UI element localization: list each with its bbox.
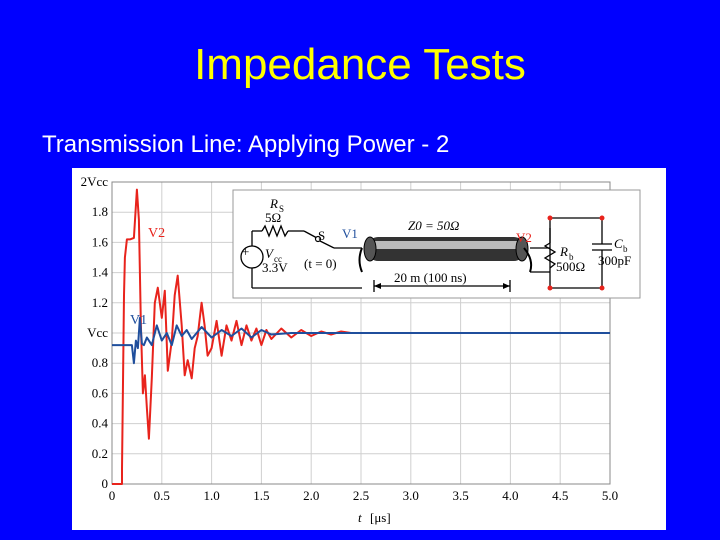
rs-symbol: R bbox=[269, 196, 278, 211]
node-v2-bottom bbox=[547, 285, 553, 291]
slide-title: Impedance Tests bbox=[194, 40, 526, 89]
x-axis-label: t bbox=[358, 510, 362, 525]
rs-value: 5Ω bbox=[265, 210, 281, 225]
x-tick-label: 1.5 bbox=[253, 488, 269, 503]
x-tick-label: 4.5 bbox=[552, 488, 568, 503]
vcc-source bbox=[240, 245, 264, 269]
slide-subtitle: Transmission Line: Applying Power - 2 bbox=[42, 131, 450, 158]
impedance-chart: 0 0.5 1.0 1.5 2.0 2.5 3.0 3.5 4.0 4.5 5.0 0 0.2 0.4 0.… bbox=[72, 168, 666, 530]
chart-series bbox=[112, 188, 610, 485]
node-cb-top bbox=[599, 215, 605, 221]
x-tick-label: 0.5 bbox=[154, 488, 170, 503]
length-label: 20 m (100 ns) bbox=[394, 270, 467, 285]
x-tick-label: 2.5 bbox=[353, 488, 369, 503]
x-tick-label: 3.5 bbox=[452, 488, 468, 503]
cb-subscript: b bbox=[623, 244, 628, 254]
y-tick-label: 1.4 bbox=[92, 265, 109, 280]
y-tick-label: 0 bbox=[102, 476, 109, 491]
x-tick-label: 2.0 bbox=[303, 488, 319, 503]
plus-sign: + bbox=[242, 244, 249, 259]
dimension-arrows bbox=[374, 283, 510, 289]
vcc-subscript: cc bbox=[274, 254, 282, 264]
y-tick-label: Vcc bbox=[87, 325, 108, 340]
x-tick-label: 1.0 bbox=[203, 488, 219, 503]
rb-value: 500Ω bbox=[556, 259, 585, 274]
y-tick-label: 1.6 bbox=[92, 234, 109, 249]
series-label-v1: V1 bbox=[130, 313, 147, 328]
node-cb-bottom bbox=[599, 285, 605, 291]
rb-subscript: b bbox=[569, 252, 574, 262]
series-label-v2: V2 bbox=[148, 226, 165, 241]
v2-label: V2 bbox=[516, 230, 532, 245]
cb-value: 300pF bbox=[598, 253, 631, 268]
rs-subscript: S bbox=[279, 204, 284, 214]
y-tick-label: 0.6 bbox=[92, 385, 109, 400]
y-tick-label: 0.2 bbox=[92, 446, 108, 461]
chart-labels: V2 V1 t [μs] bbox=[130, 226, 391, 525]
v1-label: V1 bbox=[342, 226, 358, 241]
x-tick-label: 3.0 bbox=[403, 488, 419, 503]
chart-container: 0 0.5 1.0 1.5 2.0 2.5 3.0 3.5 4.0 4.5 5.0 0 0.2 0.4 0.… bbox=[72, 168, 666, 530]
vcc-value: 3.3V bbox=[262, 260, 288, 275]
y-tick-label: 1.8 bbox=[92, 204, 108, 219]
x-tick-label: 5.0 bbox=[602, 488, 618, 503]
vcc-symbol: V bbox=[265, 246, 275, 261]
x-tick-label: 4.0 bbox=[502, 488, 518, 503]
x-tick-label: 0 bbox=[109, 488, 116, 503]
switch-contact bbox=[314, 235, 322, 243]
chart-ticks: 0 0.5 1.0 1.5 2.0 2.5 3.0 3.5 4.0 4.5 5.0 0 0.2 0.4 0.… bbox=[81, 174, 619, 503]
circuit-wires bbox=[251, 217, 612, 292]
y-tick-label: 2Vcc bbox=[81, 174, 109, 189]
y-tick-label: 1.2 bbox=[92, 295, 108, 310]
circuit-labels: R S 5Ω + V cc 3.3V S (t = 0) V1 Z0 = 50Ω… bbox=[242, 196, 631, 285]
node-v2-top bbox=[547, 215, 553, 221]
y-tick-label: 0.4 bbox=[92, 416, 109, 431]
series-line-v1 bbox=[112, 316, 610, 365]
cb-symbol: C bbox=[614, 236, 623, 251]
switch-label: S bbox=[318, 228, 325, 243]
z0-label: Z0 = 50Ω bbox=[408, 218, 459, 233]
coax-cable bbox=[358, 236, 533, 273]
y-tick-label: 0.8 bbox=[92, 355, 108, 370]
x-axis-unit: [μs] bbox=[370, 510, 391, 525]
switch-time: (t = 0) bbox=[304, 256, 337, 271]
circuit-inset: R S 5Ω + V cc 3.3V S (t = 0) V1 Z0 = 50Ω… bbox=[232, 189, 641, 299]
rb-symbol: R bbox=[559, 244, 568, 259]
